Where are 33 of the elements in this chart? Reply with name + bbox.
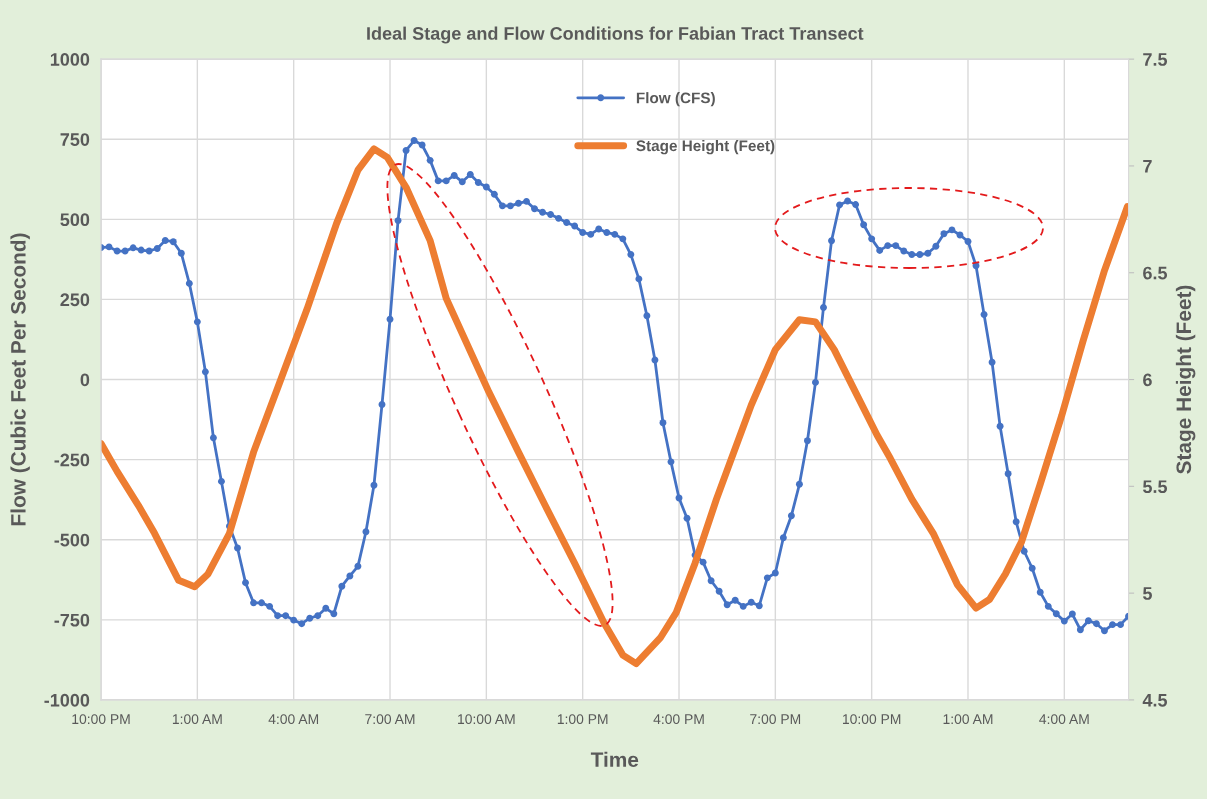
- x-axis-title: Time: [590, 751, 639, 768]
- x-tick-label: 10:00 PM: [843, 714, 901, 725]
- x-tick-label: 4:00 AM: [1039, 714, 1089, 725]
- x-tick-label: 7:00 AM: [365, 714, 415, 725]
- y-tick-label: 1000: [50, 53, 90, 66]
- y2-tick-label: 5.5: [1142, 480, 1168, 494]
- x-tick-label: 4:00 AM: [268, 714, 319, 725]
- y2-tick-label: 7.5: [1143, 53, 1168, 66]
- x-tick-label: 10:00 AM: [458, 714, 515, 725]
- y-axis-title: Flow (Cubic Feet Per Second): [10, 233, 30, 526]
- y2-axis-title: Stage Height (Feet): [1175, 285, 1196, 474]
- x-tick-label: 1:00 AM: [943, 714, 993, 725]
- x-tick-label: 4:00 PM: [653, 714, 704, 725]
- y-tick-label: -500: [54, 533, 90, 547]
- x-tick-label: 10:00 PM: [72, 714, 130, 725]
- legend-label: Flow (CFS): [636, 92, 715, 107]
- y2-tick-label: 5: [1142, 587, 1152, 600]
- y-tick-label: 250: [60, 293, 90, 307]
- y-tick-label: -1000: [44, 693, 90, 707]
- y-tick-label: -250: [54, 453, 90, 467]
- y-tick-label: 750: [60, 133, 90, 146]
- y-tick-label: 500: [60, 213, 90, 227]
- x-tick-label: 7:00 PM: [750, 714, 801, 725]
- y2-tick-label: 6: [1143, 373, 1152, 387]
- legend-label: Stage Height (Feet): [636, 139, 775, 155]
- x-tick-label: 1:00 PM: [557, 714, 608, 725]
- y-tick-label: -750: [54, 613, 90, 627]
- chart-title: Ideal Stage and Flow Conditions for Fabian Tract Transect: [367, 26, 864, 44]
- x-tick-label: 1:00 AM: [172, 714, 222, 725]
- y-tick-label: 0: [80, 373, 90, 387]
- y2-tick-label: 7: [1143, 160, 1152, 173]
- y2-tick-label: 4.5: [1142, 694, 1168, 707]
- y2-tick-label: 6.5: [1143, 266, 1168, 280]
